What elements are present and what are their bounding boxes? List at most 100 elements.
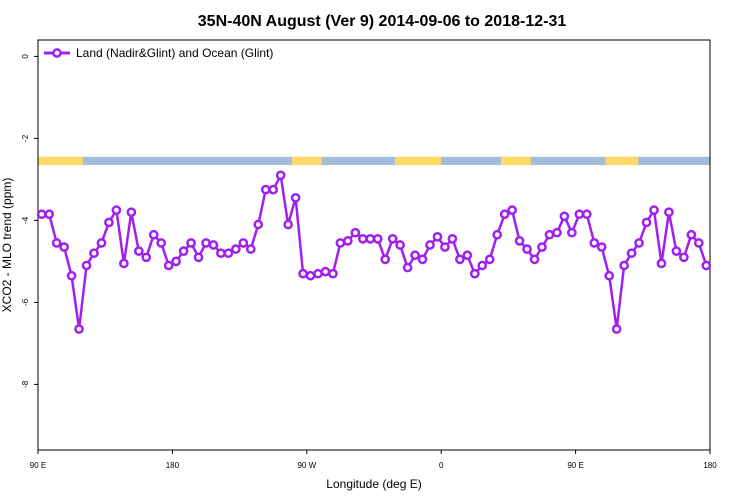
data-point [313,268,323,279]
data-point [350,227,361,238]
data-point [253,219,264,230]
data-point [44,209,55,220]
data-point [604,270,615,281]
data-point [514,236,525,246]
legend: Land (Nadir&Glint) and Ocean (Glint) [44,46,273,60]
data-point [581,209,592,220]
data-point [357,234,368,244]
data-point [522,244,532,254]
data-point [81,260,92,271]
data-point [484,254,495,265]
data-point [245,244,256,254]
data-point [156,238,167,248]
data-point [410,250,420,261]
data-point [559,211,570,222]
data-point [447,234,458,244]
data-point [477,260,488,271]
land-band [38,156,83,166]
data-point [275,170,286,181]
data-point [596,242,607,252]
legend-marker-swatch [52,48,62,58]
data-point [693,238,704,248]
y-axis: 0 -2 -4 -6 -8 [21,54,38,388]
x-axis-label: Longitude (deg E) [326,477,421,491]
data-point [567,227,577,238]
series-points [36,170,712,334]
data-point [119,258,129,269]
data-point [201,238,211,248]
chart-title: 35N-40N August (Ver 9) 2014-09-06 to 201… [198,13,567,30]
data-point [216,248,226,259]
data-point [507,205,517,215]
data-point [387,234,398,244]
data-point [96,238,107,248]
data-point [223,248,234,259]
data-point [186,238,196,248]
data-point [544,229,555,240]
data-point [380,254,391,265]
data-point [328,268,338,279]
y-tick-label: -6 [21,298,30,306]
data-point [395,240,405,250]
data-point [111,205,122,215]
data-point [626,248,637,259]
data-point [686,229,697,240]
data-point [417,254,428,265]
data-point [171,256,181,267]
data-point [36,209,47,220]
y-tick-label: 0 [21,54,30,59]
data-point [611,324,622,334]
data-point [469,268,480,279]
y-tick-label: -2 [21,134,30,142]
data-point [619,260,629,271]
data-point [126,207,137,218]
data-point [372,234,383,244]
data-point [365,234,376,244]
data-point [529,254,540,265]
land-band [500,156,531,166]
data-point [671,246,682,256]
data-point [641,217,652,228]
data-point [425,240,435,250]
data-point [664,207,674,218]
y-tick-label: -4 [21,216,30,224]
data-point [231,244,241,254]
data-point [537,242,547,252]
data-point [141,252,152,263]
x-tick-label: 180 [166,461,180,470]
data-point [701,260,712,271]
data-point [290,193,301,203]
data-point [238,238,249,248]
data-point [656,258,667,269]
plot-frame [37,39,711,451]
data-point [335,238,346,248]
data-point [499,209,510,220]
data-point [51,238,62,248]
data-point [283,219,293,230]
land-band [394,156,442,166]
data-point [148,229,159,240]
data-point [178,246,189,256]
data-point [89,248,99,259]
legend-entry-label: Land (Nadir&Glint) and Ocean (Glint) [76,46,273,60]
data-point [552,227,562,238]
x-tick-label: 90 E [567,461,583,470]
land-band [605,156,639,166]
y-axis-label: XCO2 - MLO trend (ppm) [0,178,14,313]
data-point [440,242,450,252]
data-point [133,246,144,256]
data-point [163,260,174,271]
data-point [634,238,644,248]
ocean-band [38,156,710,166]
data-point [574,209,585,220]
data-point [193,252,204,263]
data-point [492,229,503,240]
land-band [291,156,322,166]
data-point [305,270,316,281]
x-axis: 90 E 180 90 W 0 90 E 180 [30,450,717,470]
data-point [74,324,84,334]
data-point [589,238,600,248]
land-ocean-strip [38,156,710,166]
data-point [320,266,331,277]
